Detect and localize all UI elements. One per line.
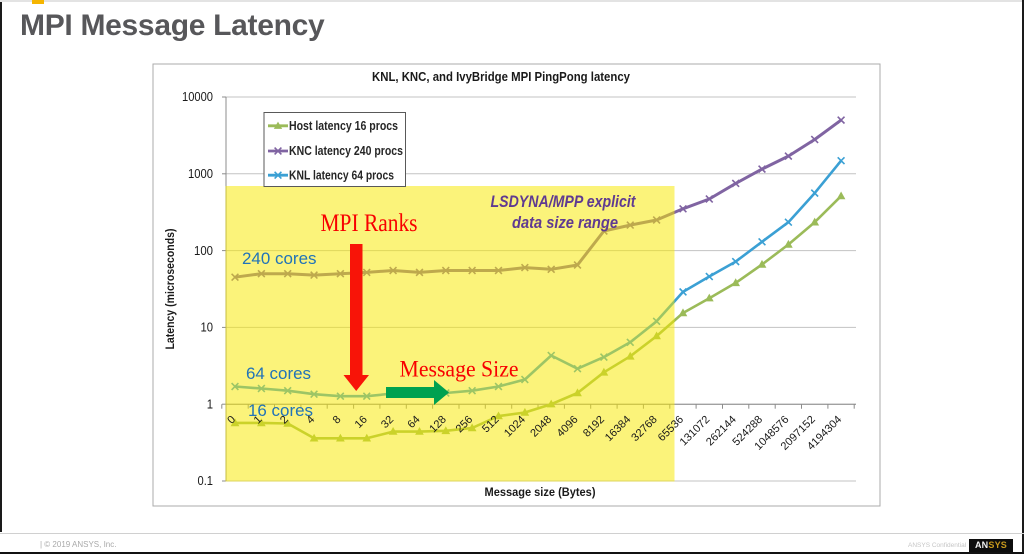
svg-text:KNC latency 240 procs: KNC latency 240 procs <box>289 144 403 158</box>
svg-text:MPI Ranks: MPI Ranks <box>321 210 418 237</box>
svg-text:64 cores: 64 cores <box>246 365 311 383</box>
svg-text:Latency (microseconds): Latency (microseconds) <box>165 228 177 349</box>
svg-text:10000: 10000 <box>182 90 213 104</box>
svg-text:240 cores: 240 cores <box>242 250 317 268</box>
svg-text:16 cores: 16 cores <box>248 402 313 420</box>
svg-text:Message Size: Message Size <box>400 357 519 382</box>
svg-text:0.1: 0.1 <box>198 474 214 488</box>
svg-text:1000: 1000 <box>188 167 213 181</box>
svg-text:Host latency 16 procs: Host latency 16 procs <box>289 119 398 133</box>
svg-text:data size range: data size range <box>512 213 618 232</box>
svg-text:10: 10 <box>201 321 214 335</box>
svg-text:1: 1 <box>207 397 213 411</box>
svg-text:100: 100 <box>194 244 213 258</box>
svg-text:LSDYNA/MPP explicit: LSDYNA/MPP explicit <box>491 192 637 211</box>
svg-text:KNL latency 64 procs: KNL latency 64 procs <box>289 168 394 182</box>
svg-text:KNL, KNC, and IvyBridge MPI: KNL, KNC, and IvyBridge MPI PingPong lat… <box>372 69 631 84</box>
svg-text:Message size (Bytes): Message size (Bytes) <box>485 487 596 499</box>
